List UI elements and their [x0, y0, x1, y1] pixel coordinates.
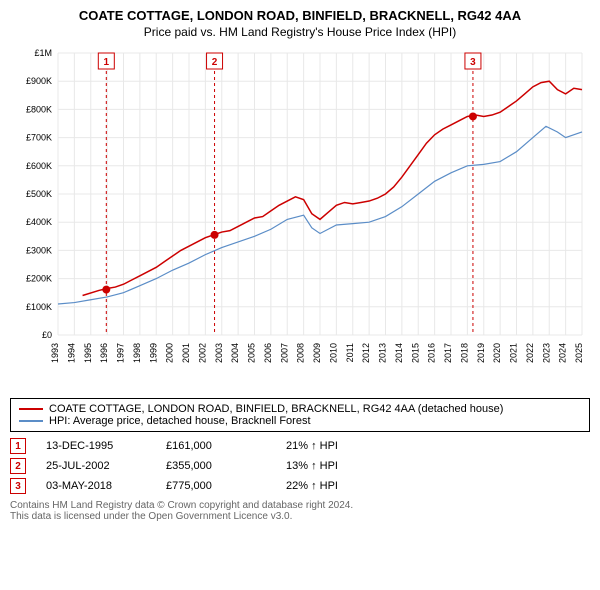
legend-item: COATE COTTAGE, LONDON ROAD, BINFIELD, BR…	[19, 403, 581, 415]
svg-text:£500K: £500K	[26, 189, 52, 199]
legend-swatch	[19, 408, 43, 410]
svg-text:2002: 2002	[197, 343, 207, 363]
legend: COATE COTTAGE, LONDON ROAD, BINFIELD, BR…	[10, 398, 590, 432]
footer-line-1: Contains HM Land Registry data © Crown c…	[10, 500, 590, 511]
svg-text:£400K: £400K	[26, 217, 52, 227]
sale-price: £775,000	[166, 480, 266, 492]
svg-text:2016: 2016	[427, 343, 437, 363]
sale-row: 3 03-MAY-2018 £775,000 22% ↑ HPI	[10, 478, 590, 494]
svg-text:£0: £0	[42, 330, 52, 340]
sale-date: 13-DEC-1995	[46, 440, 146, 452]
sale-marker: 2	[10, 458, 26, 474]
svg-text:1: 1	[104, 57, 110, 68]
svg-text:1999: 1999	[148, 343, 158, 363]
svg-text:1995: 1995	[83, 343, 93, 363]
svg-text:£900K: £900K	[26, 76, 52, 86]
svg-text:£100K: £100K	[26, 302, 52, 312]
svg-text:2014: 2014	[394, 343, 404, 363]
svg-text:2000: 2000	[165, 343, 175, 363]
svg-text:2021: 2021	[509, 343, 519, 363]
sale-price: £355,000	[166, 460, 266, 472]
svg-text:1996: 1996	[99, 343, 109, 363]
svg-text:3: 3	[470, 57, 476, 68]
sale-delta: 21% ↑ HPI	[286, 440, 386, 452]
sale-date: 25-JUL-2002	[46, 460, 146, 472]
svg-text:2022: 2022	[525, 343, 535, 363]
footer-attribution: Contains HM Land Registry data © Crown c…	[10, 500, 590, 522]
svg-text:2012: 2012	[361, 343, 371, 363]
sales-table: 1 13-DEC-1995 £161,000 21% ↑ HPI 2 25-JUL-200…	[10, 438, 590, 494]
svg-text:2009: 2009	[312, 343, 322, 363]
sale-marker: 3	[10, 478, 26, 494]
svg-text:£300K: £300K	[26, 245, 52, 255]
svg-text:2007: 2007	[279, 343, 289, 363]
svg-text:2023: 2023	[541, 343, 551, 363]
svg-text:2013: 2013	[378, 343, 388, 363]
svg-text:2003: 2003	[214, 343, 224, 363]
svg-text:2004: 2004	[230, 343, 240, 363]
sale-delta: 13% ↑ HPI	[286, 460, 386, 472]
svg-text:£700K: £700K	[26, 133, 52, 143]
chart-title: COATE COTTAGE, LONDON ROAD, BINFIELD, BR…	[10, 8, 590, 23]
chart-subtitle: Price paid vs. HM Land Registry's House …	[10, 25, 590, 39]
svg-text:1997: 1997	[116, 343, 126, 363]
svg-text:2010: 2010	[328, 343, 338, 363]
svg-text:2019: 2019	[476, 343, 486, 363]
sale-price: £161,000	[166, 440, 266, 452]
footer-line-2: This data is licensed under the Open Gov…	[10, 511, 590, 522]
sale-date: 03-MAY-2018	[46, 480, 146, 492]
svg-text:2001: 2001	[181, 343, 191, 363]
legend-label: COATE COTTAGE, LONDON ROAD, BINFIELD, BR…	[49, 403, 503, 415]
svg-text:2024: 2024	[558, 343, 568, 363]
chart-area: £0 £100K £200K £300K £400K £500K £600K £700K £80…	[10, 45, 590, 390]
svg-text:2020: 2020	[492, 343, 502, 363]
svg-text:£200K: £200K	[26, 274, 52, 284]
line-chart: £0 £100K £200K £300K £400K £500K £600K £700K £80…	[10, 45, 590, 385]
svg-text:2017: 2017	[443, 343, 453, 363]
svg-text:£800K: £800K	[26, 104, 52, 114]
svg-text:2011: 2011	[345, 343, 355, 362]
svg-text:1994: 1994	[66, 343, 76, 363]
legend-item: HPI: Average price, detached house, Brac…	[19, 415, 581, 427]
legend-label: HPI: Average price, detached house, Brac…	[49, 415, 311, 427]
svg-text:1998: 1998	[132, 343, 142, 363]
svg-text:2025: 2025	[574, 343, 584, 363]
svg-text:2018: 2018	[459, 343, 469, 363]
sale-delta: 22% ↑ HPI	[286, 480, 386, 492]
svg-text:2006: 2006	[263, 343, 273, 363]
sale-row: 1 13-DEC-1995 £161,000 21% ↑ HPI	[10, 438, 590, 454]
sale-row: 2 25-JUL-2002 £355,000 13% ↑ HPI	[10, 458, 590, 474]
chart-container: COATE COTTAGE, LONDON ROAD, BINFIELD, BR…	[0, 0, 600, 530]
svg-text:£600K: £600K	[26, 161, 52, 171]
svg-text:2005: 2005	[247, 343, 257, 363]
sale-marker: 1	[10, 438, 26, 454]
svg-text:2: 2	[212, 57, 218, 68]
legend-swatch	[19, 420, 43, 422]
svg-text:2015: 2015	[410, 343, 420, 363]
svg-text:2008: 2008	[296, 343, 306, 363]
svg-text:1993: 1993	[50, 343, 60, 363]
svg-text:£1M: £1M	[34, 48, 52, 58]
